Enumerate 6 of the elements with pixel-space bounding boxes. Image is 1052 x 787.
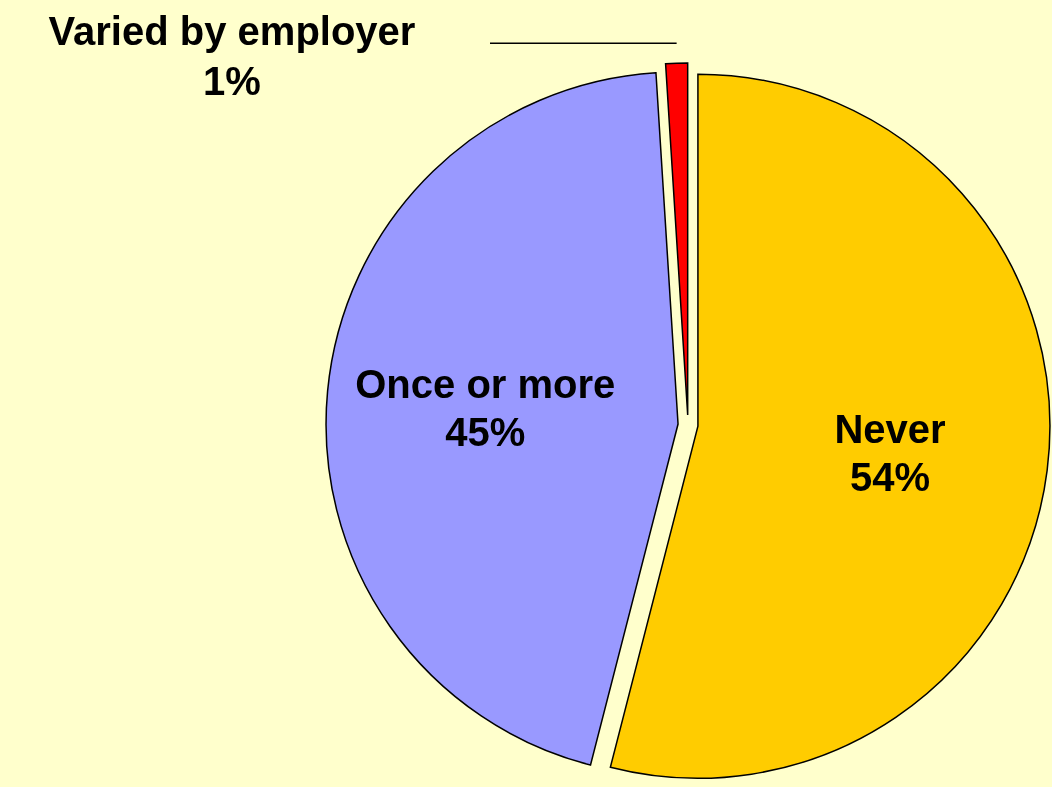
slice-label: Never: [834, 406, 946, 451]
data-label: 1%: [203, 59, 261, 103]
slice-label: Once or more: [355, 361, 616, 406]
legend-label: Varied by employer: [48, 9, 416, 53]
data-label: 54%: [849, 454, 931, 499]
data-label: 45%: [445, 409, 526, 454]
